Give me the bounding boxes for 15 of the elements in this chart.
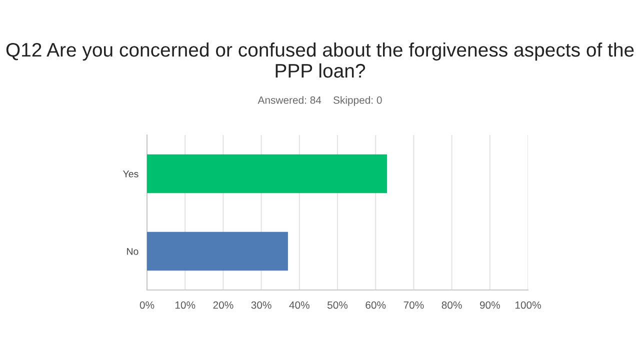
y-tick-label: Yes xyxy=(123,170,138,178)
x-tick-label: 50% xyxy=(327,301,348,309)
x-tick-label: 70% xyxy=(404,301,424,309)
x-tick-label: 60% xyxy=(366,301,386,309)
y-tick-label: No xyxy=(127,248,138,255)
x-tick-label: 40% xyxy=(289,301,310,309)
x-tick-label: 80% xyxy=(442,301,462,309)
x-tick-label: 0% xyxy=(140,301,154,309)
x-tick-label: 100% xyxy=(515,301,541,309)
x-tick-label: 10% xyxy=(175,301,196,309)
x-tick-label: 20% xyxy=(213,301,234,309)
x-tick-label: 90% xyxy=(480,301,500,309)
chart-subtitle: Answered: 84 Skipped: 0 xyxy=(258,96,382,106)
chart-title: Q12 Are you concerned or confused about the forgiveness aspects of the PPP loan? xyxy=(6,42,634,78)
x-tick-label: 30% xyxy=(251,301,272,309)
